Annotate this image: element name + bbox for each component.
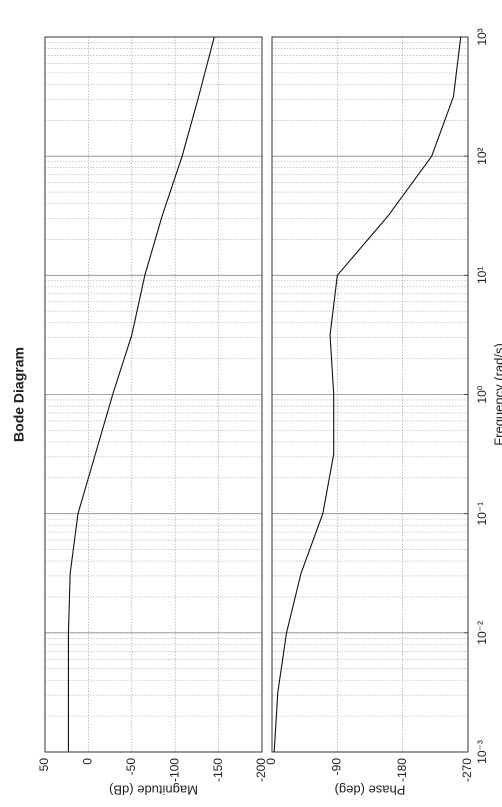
y-axis-label: Phase (deg): [335, 783, 406, 798]
x-tick-label: 10⁻³: [475, 740, 489, 764]
x-tick-label: 10⁻¹: [475, 502, 489, 526]
y-tick-label: -270: [460, 758, 474, 782]
axes-frame: [271, 36, 469, 753]
y-tick-label: 50: [37, 758, 51, 772]
data-line: [273, 36, 462, 753]
axes-frame: [44, 36, 263, 753]
data-line: [67, 36, 215, 752]
x-tick-label: 10³: [475, 28, 489, 45]
rotated-figure: 50 0 -50 -100 -150 -200 Magnitude (dB) Bode Dia…: [11, 28, 502, 797]
y-tick-label: -50: [124, 758, 138, 776]
chart-title: Bode Diagram: [11, 347, 27, 442]
x-axis-label: Frequency (rad/s): [491, 343, 502, 446]
y-tick-label: -100: [167, 758, 181, 782]
x-tick-label: 10¹: [475, 267, 489, 284]
y-tick-label: -90: [330, 758, 344, 776]
y-tick-label: -200: [254, 758, 268, 782]
x-tick-label: 10⁰: [475, 385, 489, 403]
y-tick-label: 0: [264, 758, 278, 765]
y-tick-label: 0: [81, 758, 95, 765]
x-tick-label: 10²: [475, 147, 489, 164]
y-tick-label: -180: [395, 758, 409, 782]
y-tick-label: -150: [211, 758, 225, 782]
y-axis-label: Magnitude (dB): [109, 783, 198, 798]
x-tick-label: 10⁻²: [475, 621, 489, 645]
